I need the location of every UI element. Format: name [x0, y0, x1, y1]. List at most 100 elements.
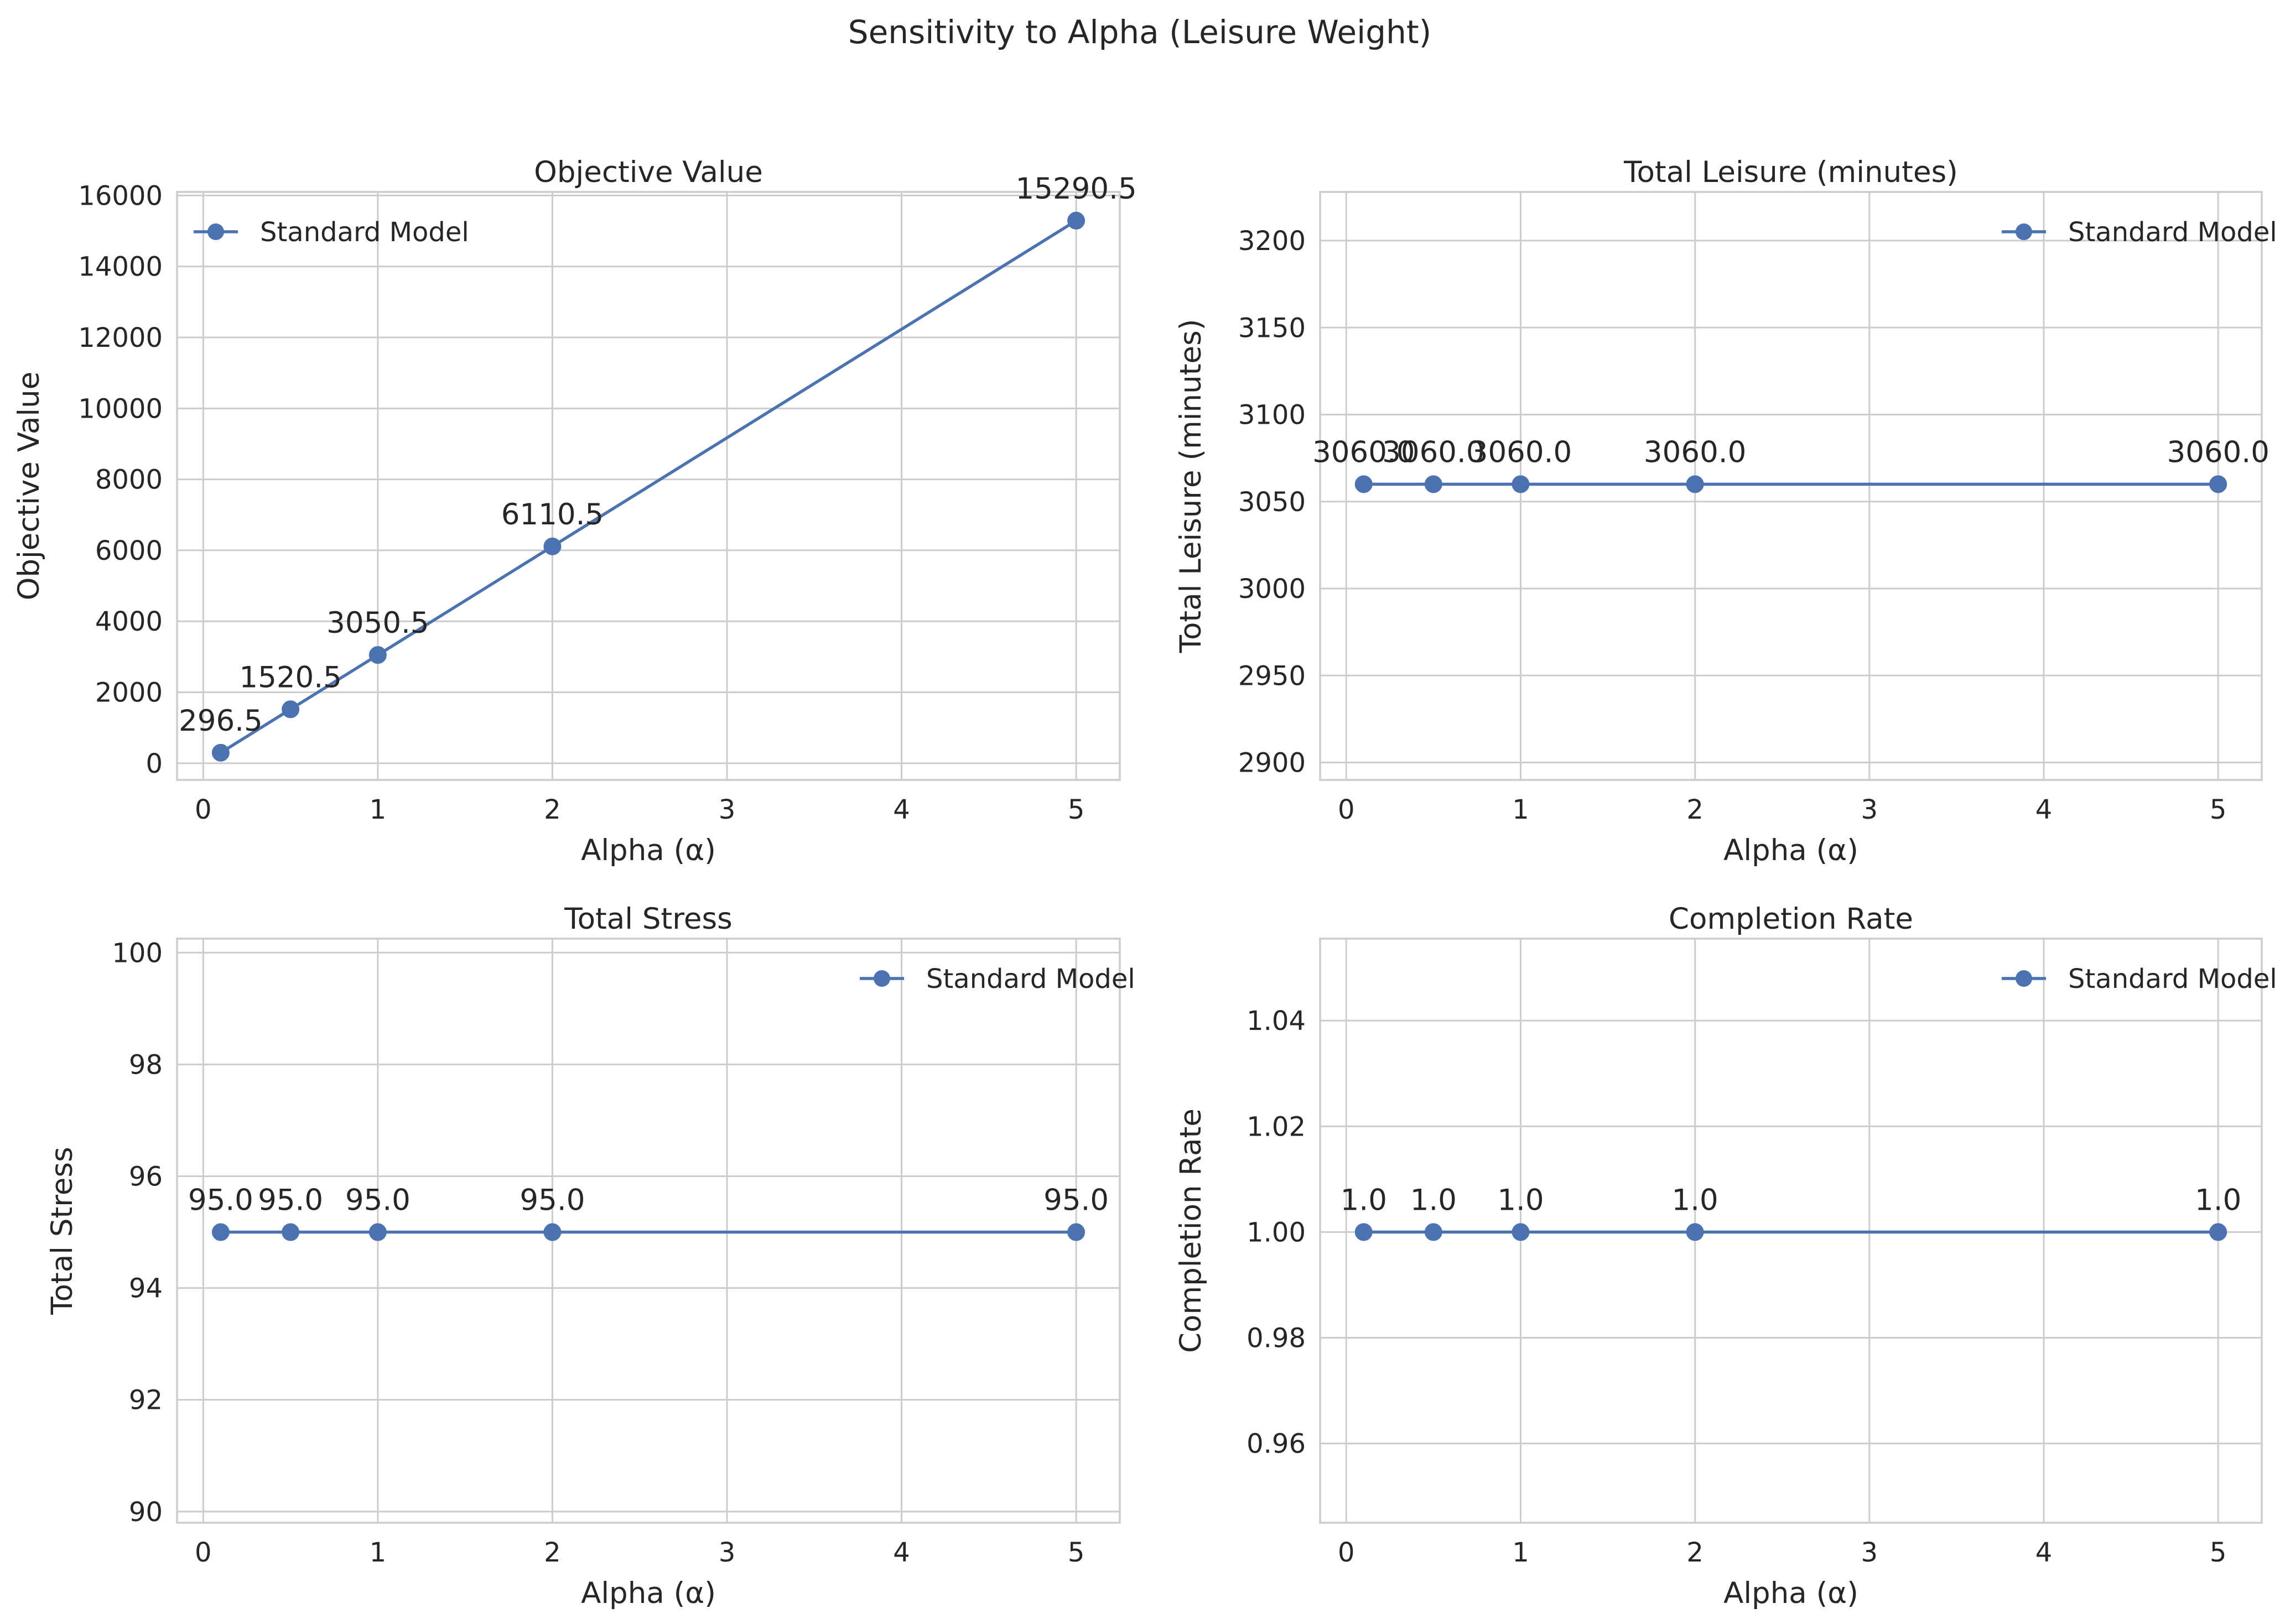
y-tick-label: 98 [129, 1049, 163, 1080]
legend-label: Standard Model [2068, 964, 2277, 995]
data-point [2209, 1223, 2227, 1241]
data-label: 1.0 [1341, 1183, 1387, 1217]
x-tick-label: 0 [195, 1537, 212, 1568]
x-tick-label: 3 [1861, 1537, 1878, 1568]
subplot-title: Objective Value [534, 155, 763, 189]
y-tick-label: 94 [129, 1273, 163, 1304]
y-axis-label: Total Leisure (minutes) [1174, 319, 1208, 654]
x-axis-label: Alpha (α) [1723, 1576, 1858, 1610]
data-point [1067, 211, 1086, 230]
legend-label: Standard Model [2068, 217, 2277, 248]
y-tick-label: 1.02 [1247, 1111, 1306, 1142]
x-tick-label: 5 [2210, 1537, 2227, 1568]
x-tick-label: 2 [1686, 1537, 1703, 1568]
subplot-4: 0 1 2 3 4 5 0.96 0.98 1.00 1.02 1.04 Completion Rat… [1174, 902, 2277, 1610]
subplot-3: 0 1 2 3 4 5 90 92 94 96 98 100 Total Stress Alpha (α)… [45, 902, 1135, 1610]
plot-frame [176, 191, 1121, 781]
data-point [1512, 475, 1530, 493]
data-point [282, 1223, 300, 1241]
data-point [543, 537, 562, 555]
subplot-grid: 0 1 2 3 4 50200040006000800010000120001400016… [12, 155, 2277, 1610]
y-tick-label: 90 [129, 1497, 163, 1528]
data-label: 3060.0 [1469, 435, 1572, 469]
data-point [1686, 475, 1704, 493]
legend-marker [2016, 223, 2032, 240]
x-axis-label: Alpha (α) [581, 1576, 716, 1610]
data-label: 1.0 [1497, 1183, 1544, 1217]
data-label: 3060.0 [2167, 435, 2269, 469]
x-tick-label: 2 [544, 1537, 561, 1568]
legend-marker [207, 223, 224, 240]
x-tick-label: 4 [2035, 794, 2053, 825]
data-point [1512, 1223, 1530, 1241]
legend-marker [874, 970, 890, 987]
subplot-title: Total Stress [564, 902, 733, 936]
data-label: 3060.0 [1644, 435, 1746, 469]
data-label: 1520.5 [239, 660, 341, 694]
y-tick-label: 100 [112, 938, 163, 969]
plot-frame [176, 938, 1121, 1524]
legend: Standard Model [194, 217, 469, 248]
y-tick-label: 2000 [95, 678, 163, 709]
legend: Standard Model [860, 964, 1135, 995]
x-tick-label: 0 [1338, 794, 1355, 825]
y-axis-label: Total Stress [45, 1147, 79, 1315]
x-tick-label: 2 [1686, 794, 1703, 825]
legend-label: Standard Model [926, 964, 1135, 995]
y-tick-label: 3200 [1238, 226, 1306, 257]
data-point [282, 700, 300, 719]
data-point [543, 1223, 562, 1241]
data-label: 95.0 [520, 1184, 585, 1217]
x-tick-label: 4 [893, 1537, 910, 1568]
plot-frame [1319, 938, 2263, 1524]
y-tick-label: 92 [129, 1385, 163, 1416]
data-label: 1.0 [1410, 1183, 1457, 1217]
y-tick-label: 6000 [95, 535, 163, 566]
data-point [1354, 475, 1373, 493]
data-point [2209, 475, 2227, 493]
data-label: 95.0 [345, 1184, 411, 1217]
y-tick-label: 0 [146, 748, 163, 779]
subplot-title: Completion Rate [1669, 902, 1913, 936]
data-label: 95.0 [258, 1184, 323, 1217]
y-tick-label: 3000 [1238, 574, 1306, 605]
y-tick-label: 12000 [78, 322, 163, 353]
x-tick-label: 2 [544, 794, 561, 825]
data-label: 3060.0 [1382, 435, 1484, 469]
y-tick-label: 2950 [1238, 660, 1306, 691]
y-tick-label: 2900 [1238, 748, 1306, 779]
plot-frame [1319, 191, 2263, 781]
data-point [1424, 475, 1442, 493]
data-label: 1.0 [1671, 1183, 1718, 1217]
series-line-standard-model [220, 219, 1077, 754]
x-tick-label: 4 [893, 794, 910, 825]
data-label: 3050.5 [326, 606, 429, 640]
y-tick-label: 96 [129, 1161, 163, 1192]
y-axis-label: Completion Rate [1174, 1108, 1208, 1353]
subplot-2: 0 1 2 3 4 5 2900 2950 3000 3050 3100 3150 3200 Total … [1174, 155, 2277, 867]
data-point [1686, 1223, 1704, 1241]
data-label: 1.0 [2195, 1183, 2241, 1217]
x-axis-label: Alpha (α) [1723, 834, 1858, 867]
data-point [1424, 1223, 1442, 1241]
figure-suptitle: Sensitivity to Alpha (Leisure Weight) [848, 13, 1431, 51]
x-axis-label: Alpha (α) [581, 834, 716, 867]
data-point [368, 646, 387, 664]
y-axis-label: Objective Value [12, 372, 46, 601]
y-tick-label: 10000 [78, 393, 163, 424]
data-point [368, 1223, 387, 1241]
legend-marker [2016, 970, 2032, 987]
x-tick-label: 0 [195, 794, 212, 825]
x-tick-label: 1 [1512, 794, 1529, 825]
y-tick-label: 1.04 [1247, 1006, 1306, 1037]
x-tick-label: 3 [719, 1537, 736, 1568]
data-label: 95.0 [1043, 1184, 1109, 1217]
data-label: 95.0 [188, 1184, 253, 1217]
x-tick-label: 1 [370, 794, 387, 825]
x-tick-label: 1 [370, 1537, 387, 1568]
y-tick-label: 0.96 [1247, 1429, 1306, 1460]
x-tick-label: 1 [1512, 1537, 1529, 1568]
x-tick-label: 3 [719, 794, 736, 825]
y-tick-label: 8000 [95, 465, 163, 496]
